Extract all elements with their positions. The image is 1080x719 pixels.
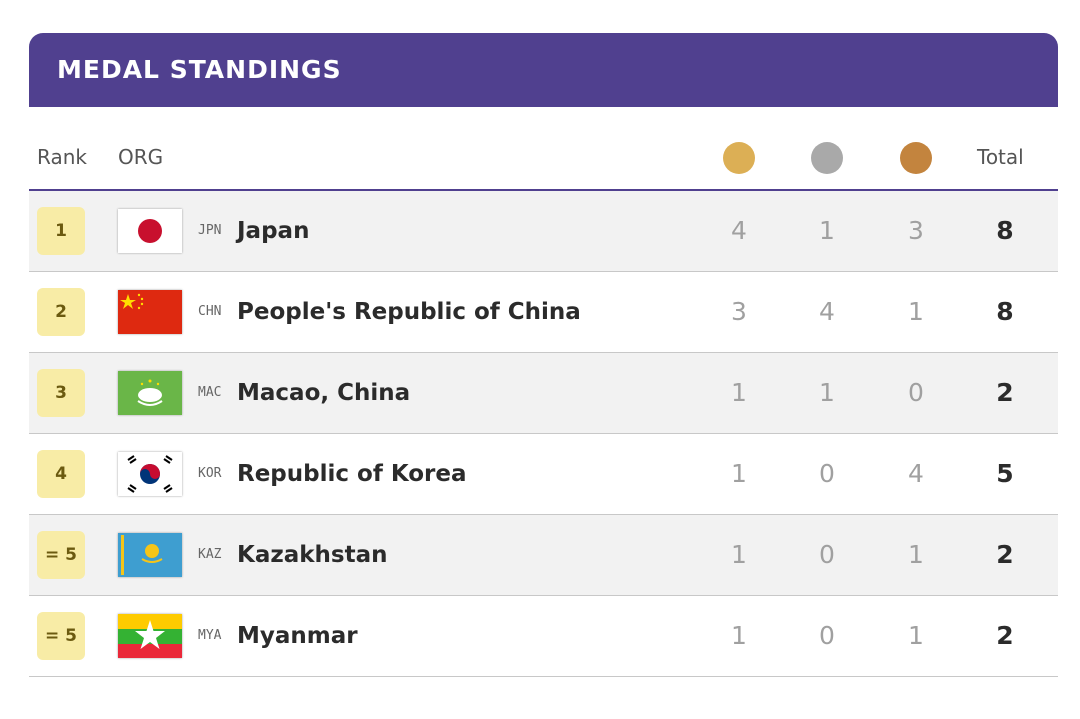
total-count: 8 xyxy=(996,297,1014,326)
rank-badge: = 5 xyxy=(37,531,85,579)
flag xyxy=(118,371,182,415)
flag xyxy=(118,533,182,577)
silver-count: 1 xyxy=(819,216,835,245)
country-name: Myanmar xyxy=(237,623,358,649)
title: MEDAL STANDINGS xyxy=(57,55,342,84)
country-code: KOR xyxy=(198,466,222,481)
gold-count: 3 xyxy=(731,297,747,326)
total-count: 2 xyxy=(996,378,1014,407)
silver-count: 4 xyxy=(819,297,835,326)
header-divider xyxy=(29,189,1058,191)
table-row: 2 CHN People's Republic of China 3 4 1 8 xyxy=(29,272,1058,353)
flag xyxy=(118,209,182,253)
flag-image xyxy=(118,371,182,415)
country-name: Kazakhstan xyxy=(237,542,388,568)
rank-badge: 1 xyxy=(37,207,85,255)
silver-count: 0 xyxy=(819,540,835,569)
bronze-count: 4 xyxy=(908,459,924,488)
table-row: 1 JPN Japan 4 1 3 8 xyxy=(29,191,1058,272)
bronze-count: 0 xyxy=(908,378,924,407)
total-header: Total xyxy=(977,145,1024,169)
flag-image xyxy=(118,290,182,334)
country-code: MYA xyxy=(198,628,222,643)
silver-count: 0 xyxy=(819,621,835,650)
total-count: 5 xyxy=(996,459,1014,488)
flag xyxy=(118,290,182,334)
gold-count: 1 xyxy=(731,378,747,407)
flag-image xyxy=(118,452,182,496)
gold-icon xyxy=(723,142,755,174)
silver-count: 0 xyxy=(819,459,835,488)
bronze-count: 1 xyxy=(908,297,924,326)
country-name: Macao, China xyxy=(237,380,411,406)
rank-badge: = 5 xyxy=(37,612,85,660)
country-name: Republic of Korea xyxy=(237,461,467,487)
rank-badge: 2 xyxy=(37,288,85,336)
silver-count: 1 xyxy=(819,378,835,407)
flag xyxy=(118,452,182,496)
bronze-count: 3 xyxy=(908,216,924,245)
bronze-icon xyxy=(900,142,932,174)
gold-count: 4 xyxy=(731,216,747,245)
rank-badge: 4 xyxy=(37,450,85,498)
country-name: People's Republic of China xyxy=(237,299,581,325)
flag-image xyxy=(118,533,182,577)
table-row: = 5 KAZ Kazakhstan 1 0 1 2 xyxy=(29,515,1058,596)
country-code: JPN xyxy=(198,223,222,238)
bronze-count: 1 xyxy=(908,621,924,650)
country-code: KAZ xyxy=(198,547,222,562)
country-name: Japan xyxy=(237,218,310,244)
total-count: 8 xyxy=(996,216,1014,245)
header-bar: MEDAL STANDINGS xyxy=(29,33,1058,107)
table-row: 3 MAC Macao, China 1 1 0 2 xyxy=(29,353,1058,434)
total-count: 2 xyxy=(996,540,1014,569)
org-header: ORG xyxy=(118,145,164,169)
flag-image xyxy=(118,209,182,253)
rank-header: Rank xyxy=(37,145,87,169)
table-row: = 5 MYA Myanmar 1 0 1 2 xyxy=(29,596,1058,677)
flag-image xyxy=(118,614,182,658)
gold-count: 1 xyxy=(731,621,747,650)
rank-badge: 3 xyxy=(37,369,85,417)
gold-count: 1 xyxy=(731,459,747,488)
bronze-count: 1 xyxy=(908,540,924,569)
gold-count: 1 xyxy=(731,540,747,569)
silver-icon xyxy=(811,142,843,174)
country-code: MAC xyxy=(198,385,222,400)
flag xyxy=(118,614,182,658)
country-code: CHN xyxy=(198,304,222,319)
table-row: 4 KOR Republic of Korea 1 0 4 5 xyxy=(29,434,1058,515)
total-count: 2 xyxy=(996,621,1014,650)
